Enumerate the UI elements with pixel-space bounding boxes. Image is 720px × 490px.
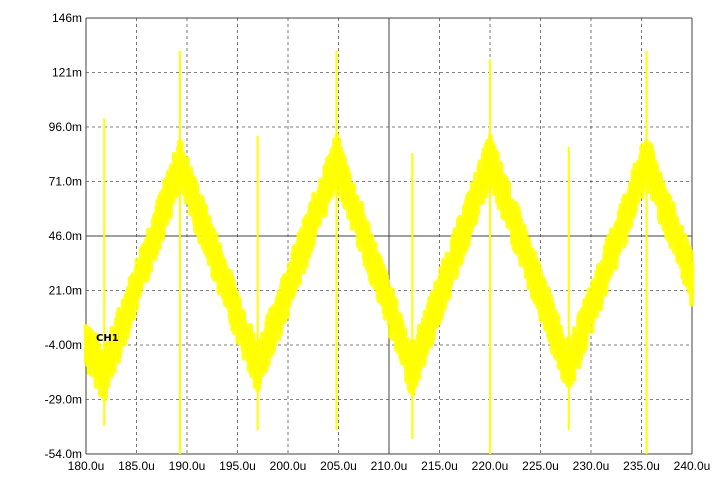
- y-axis-ticks: 146m 121m 96.0m 71.0m 46.0m 21.0m -4.00m -29.0m…: [45, 11, 82, 461]
- y-tick-label: 71.0m: [49, 175, 82, 189]
- grid: [85, 17, 693, 455]
- x-tick-label: 230.0u: [573, 459, 610, 473]
- y-tick-label: 146m: [52, 11, 82, 25]
- x-tick-label: 205.0u: [320, 459, 357, 473]
- x-tick-label: 225.0u: [522, 459, 559, 473]
- y-tick-label: 46.0m: [49, 229, 82, 243]
- y-tick-label: 121m: [52, 66, 82, 80]
- x-tick-label: 190.0u: [169, 459, 206, 473]
- ch1-trace-line: [85, 135, 693, 400]
- x-tick-label: 200.0u: [270, 459, 307, 473]
- x-tick-label: 210.0u: [371, 459, 408, 473]
- channel-label: CH1: [96, 333, 119, 344]
- y-tick-label: 21.0m: [49, 284, 82, 298]
- x-tick-label: 195.0u: [219, 459, 256, 473]
- ch1-trace: [83, 133, 695, 402]
- x-tick-label: 240.0u: [674, 459, 711, 473]
- y-tick-label: -54.0m: [45, 447, 82, 461]
- x-tick-label: 235.0u: [623, 459, 660, 473]
- x-tick-label: 185.0u: [118, 459, 155, 473]
- y-tick-label: 96.0m: [49, 120, 82, 134]
- x-axis-ticks: 180.0u 185.0u 190.0u 195.0u 200.0u 205.0u 210.…: [68, 459, 711, 473]
- ch1-spikes: [103, 50, 648, 454]
- x-tick-label: 215.0u: [421, 459, 458, 473]
- y-tick-label: -4.00m: [45, 338, 82, 352]
- x-tick-label: 220.0u: [472, 459, 509, 473]
- x-tick-label: 180.0u: [68, 459, 105, 473]
- y-tick-label: -29.0m: [45, 393, 82, 407]
